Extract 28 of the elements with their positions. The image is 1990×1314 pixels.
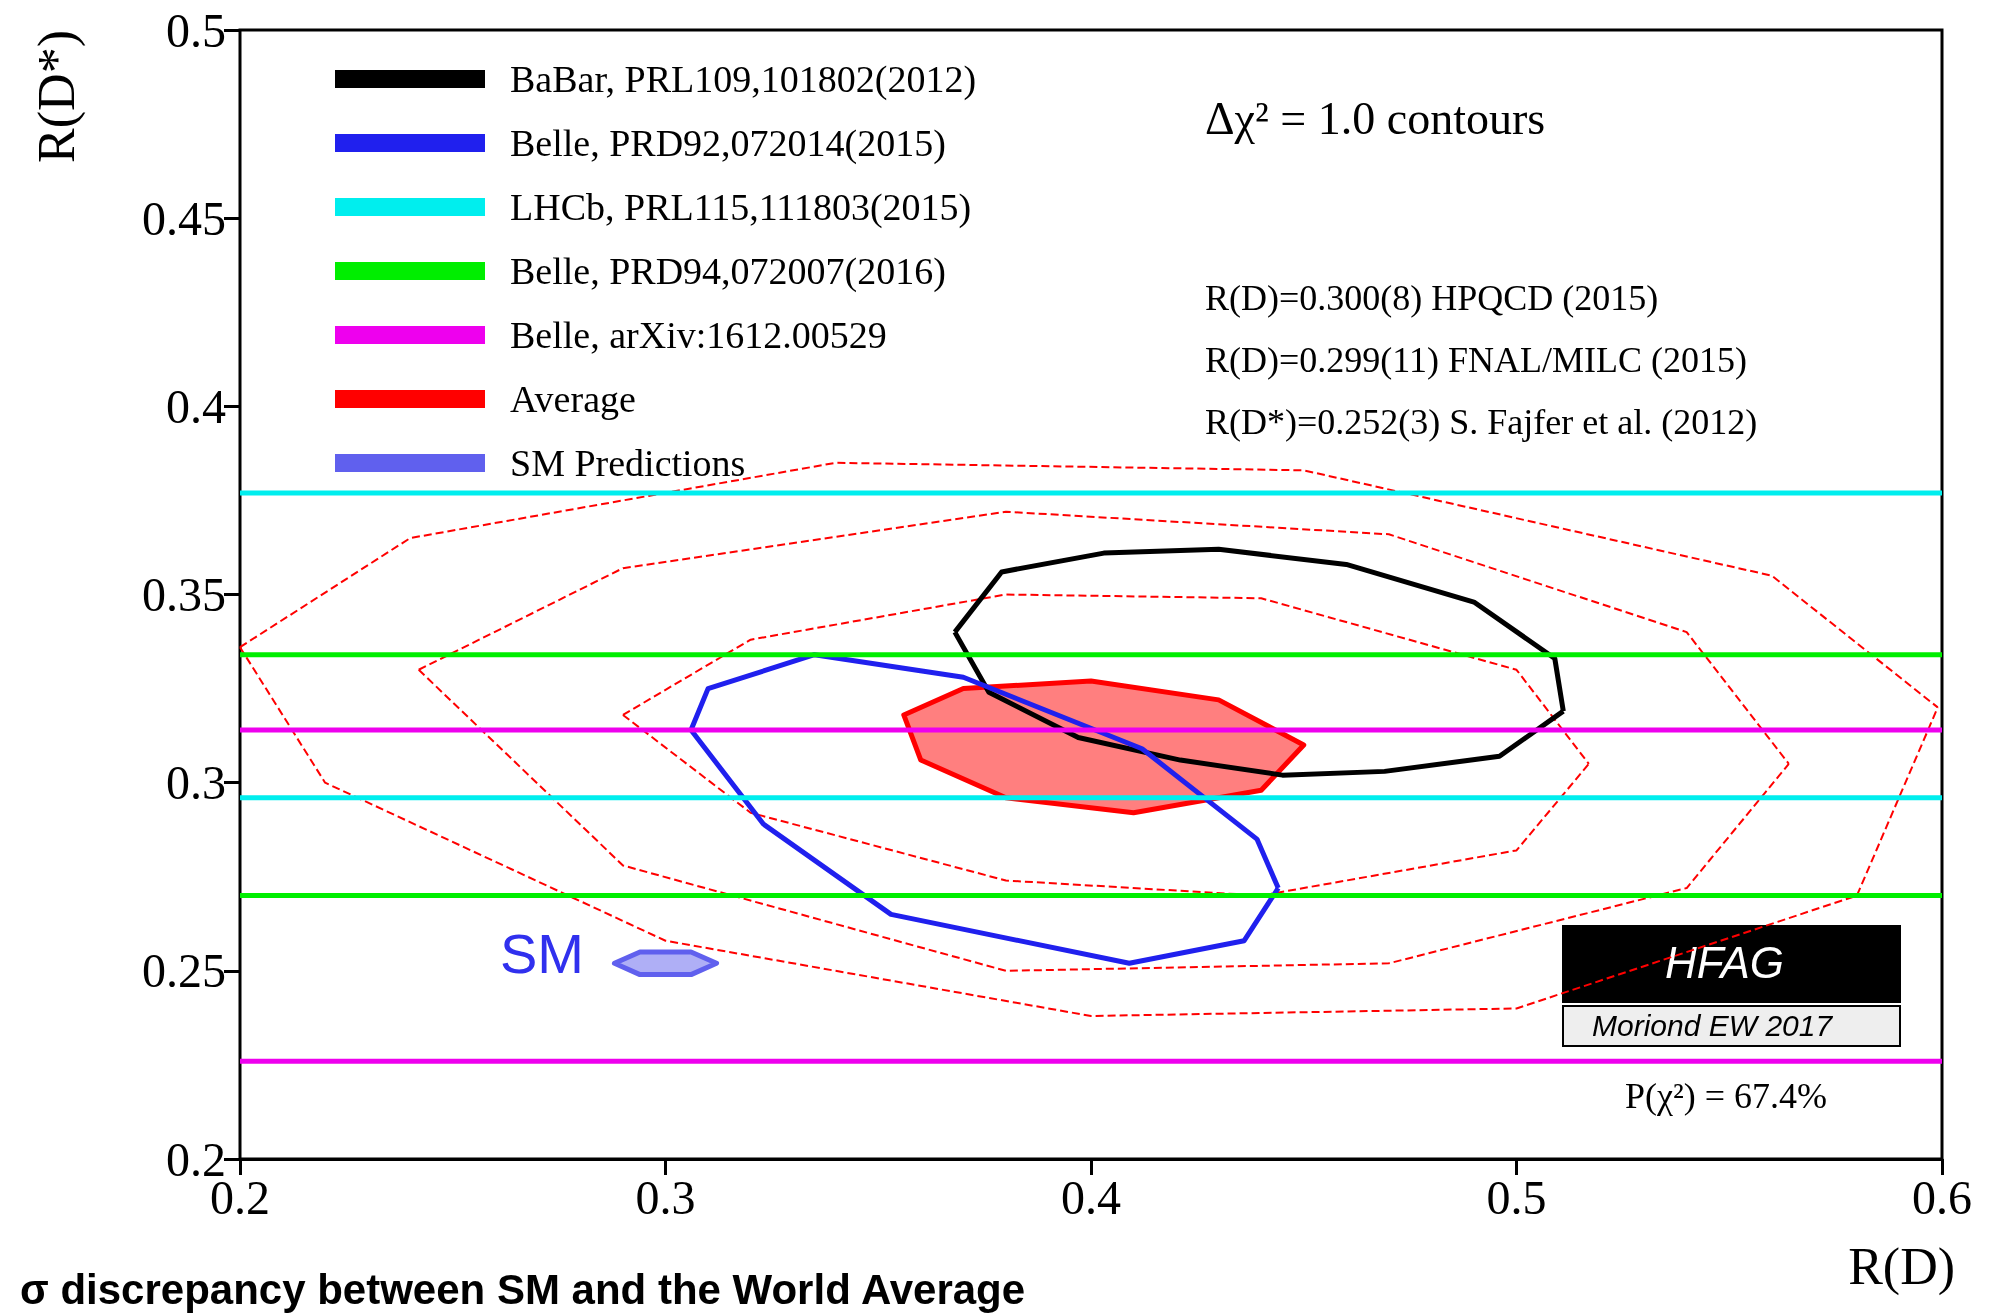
x-tick-label: 0.5 — [1486, 1170, 1547, 1224]
x-tick-label: 0.3 — [635, 1170, 696, 1224]
y-tick-label: 0.45 — [142, 191, 226, 245]
x-tick-label: 0.4 — [1061, 1170, 1121, 1224]
legend-label: Belle, PRD94,072007(2016) — [510, 250, 946, 293]
legend-label: SM Predictions — [510, 442, 746, 484]
annotation: P(χ²) = 67.4% — [1625, 1076, 1828, 1116]
x-tick-label: 0.6 — [1912, 1170, 1972, 1224]
annotation: R(D)=0.299(11) FNAL/MILC (2015) — [1205, 340, 1747, 380]
annotation: Moriond EW 2017 — [1592, 1008, 1834, 1042]
y-tick-label: 0.5 — [166, 3, 226, 57]
annotation: R(D)=0.300(8) HPQCD (2015) — [1205, 278, 1659, 318]
y-tick-label: 0.3 — [166, 756, 226, 810]
annotation: Δχ² = 1.0 contours — [1205, 92, 1546, 144]
legend-label: LHCb, PRL115,111803(2015) — [510, 186, 972, 229]
y-axis-title: R(D*) — [27, 30, 86, 163]
legend-label: Belle, PRD92,072014(2015) — [510, 122, 946, 165]
annotation: SM — [500, 921, 584, 985]
y-tick-label: 0.4 — [166, 379, 226, 433]
annotation: R(D*)=0.252(3) S. Fajfer et al. (2012) — [1205, 402, 1758, 442]
legend-label: Average — [510, 378, 636, 420]
y-tick-label: 0.25 — [142, 944, 226, 998]
text: σ discrepancy between SM and the World Average — [20, 1265, 1026, 1313]
legend-label: Belle, arXiv:1612.00529 — [510, 314, 887, 356]
annotation: HFAG — [1665, 937, 1784, 987]
y-tick-label: 0.35 — [142, 568, 226, 621]
legend-label: BaBar, PRL109,101802(2012) — [510, 58, 977, 101]
x-axis-title: R(D) — [1848, 1237, 1956, 1296]
